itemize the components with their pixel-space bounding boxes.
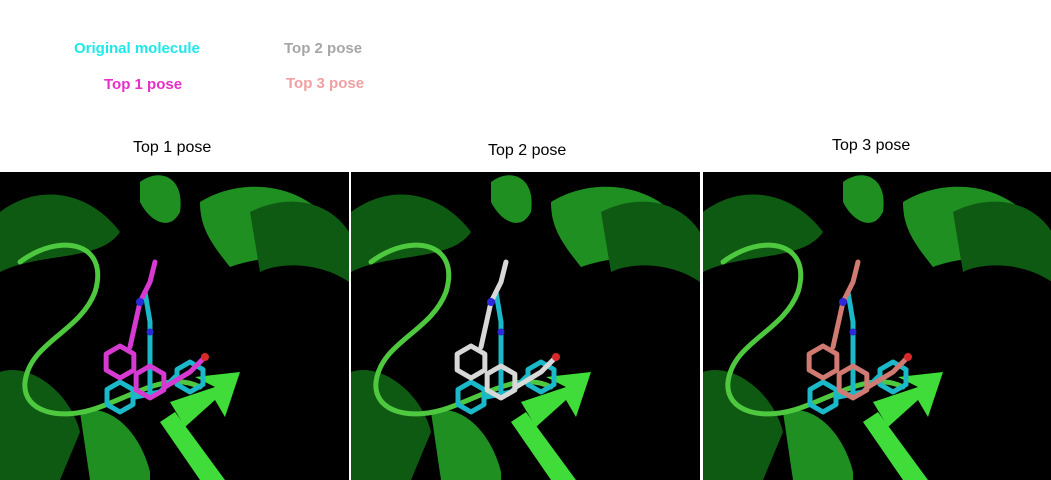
helix-top <box>491 175 532 223</box>
sheet-lower-left <box>351 370 431 480</box>
loop-coil <box>720 242 906 417</box>
pose-oxygen <box>201 353 209 361</box>
docking-image-top2 <box>351 175 700 480</box>
pose-ring-2 <box>484 363 518 401</box>
original-ring-2 <box>174 359 206 395</box>
pose-oxygen <box>552 353 560 361</box>
pose-chain-2 <box>513 354 559 390</box>
panel-title-top2: Top 2 pose <box>488 142 567 159</box>
original-ring-1 <box>455 379 487 415</box>
legend-original-molecule: Original molecule <box>74 40 200 57</box>
sheet-lower-middle <box>80 410 150 480</box>
helix-background-right <box>601 201 700 282</box>
beta-strand-tail <box>863 412 928 480</box>
panel-title-top1: Top 1 pose <box>133 139 212 156</box>
docking-panel-top2 <box>351 172 700 480</box>
docking-panel-top1 <box>0 172 349 480</box>
legend-top2-pose: Top 2 pose <box>284 40 363 57</box>
pose-ring-2 <box>836 363 870 401</box>
beta-strand-tail <box>160 412 225 480</box>
sheet-lower-left <box>703 370 783 480</box>
pose-ring-2 <box>133 363 167 401</box>
helix-top <box>843 175 884 223</box>
original-ring-1 <box>807 379 839 415</box>
beta-strand-arrow <box>521 372 591 427</box>
docking-image-top1 <box>0 175 349 480</box>
original-ring-2 <box>877 359 909 395</box>
pose-nitrogen <box>839 298 847 306</box>
sheet-lower-middle <box>783 410 853 480</box>
beta-strand-arrow <box>873 372 943 427</box>
docking-panel-top3 <box>703 172 1051 480</box>
panel-title-top3: Top 3 pose <box>832 137 911 154</box>
pose-oxygen <box>904 353 912 361</box>
helix-background-left <box>703 194 823 272</box>
beta-strand-arrow <box>170 372 240 427</box>
sheet-lower-left <box>0 370 80 480</box>
pose-ring-1 <box>454 343 488 381</box>
pose-ring-1 <box>103 343 137 381</box>
beta-strand-tail <box>511 412 576 480</box>
original-nitrogen <box>497 328 505 336</box>
helix-background-right <box>953 201 1051 282</box>
original-chain <box>845 289 856 395</box>
pose-nitrogen <box>136 298 144 306</box>
loop-coil <box>368 242 554 417</box>
pose-nitrogen <box>487 298 495 306</box>
original-chain <box>142 289 153 395</box>
pose-chain-1 <box>127 259 158 350</box>
helix-background-right <box>250 201 349 282</box>
original-ring-1 <box>104 379 136 415</box>
loop-coil <box>17 242 203 417</box>
helix-background-left <box>0 194 120 272</box>
pose-chain-2 <box>865 354 911 390</box>
docking-image-top3 <box>703 175 1051 480</box>
original-ring-2 <box>525 359 557 395</box>
original-chain <box>493 289 504 395</box>
pose-chain-2 <box>162 354 208 390</box>
helix-background-left <box>351 194 471 272</box>
original-nitrogen <box>849 328 857 336</box>
pose-ring-1 <box>806 343 840 381</box>
helix-top <box>140 175 181 223</box>
original-nitrogen <box>146 328 154 336</box>
legend-top3-pose: Top 3 pose <box>286 75 365 92</box>
pose-chain-1 <box>478 259 509 350</box>
legend-top1-pose: Top 1 pose <box>104 76 183 93</box>
pose-chain-1 <box>830 259 861 350</box>
sheet-lower-middle <box>431 410 501 480</box>
